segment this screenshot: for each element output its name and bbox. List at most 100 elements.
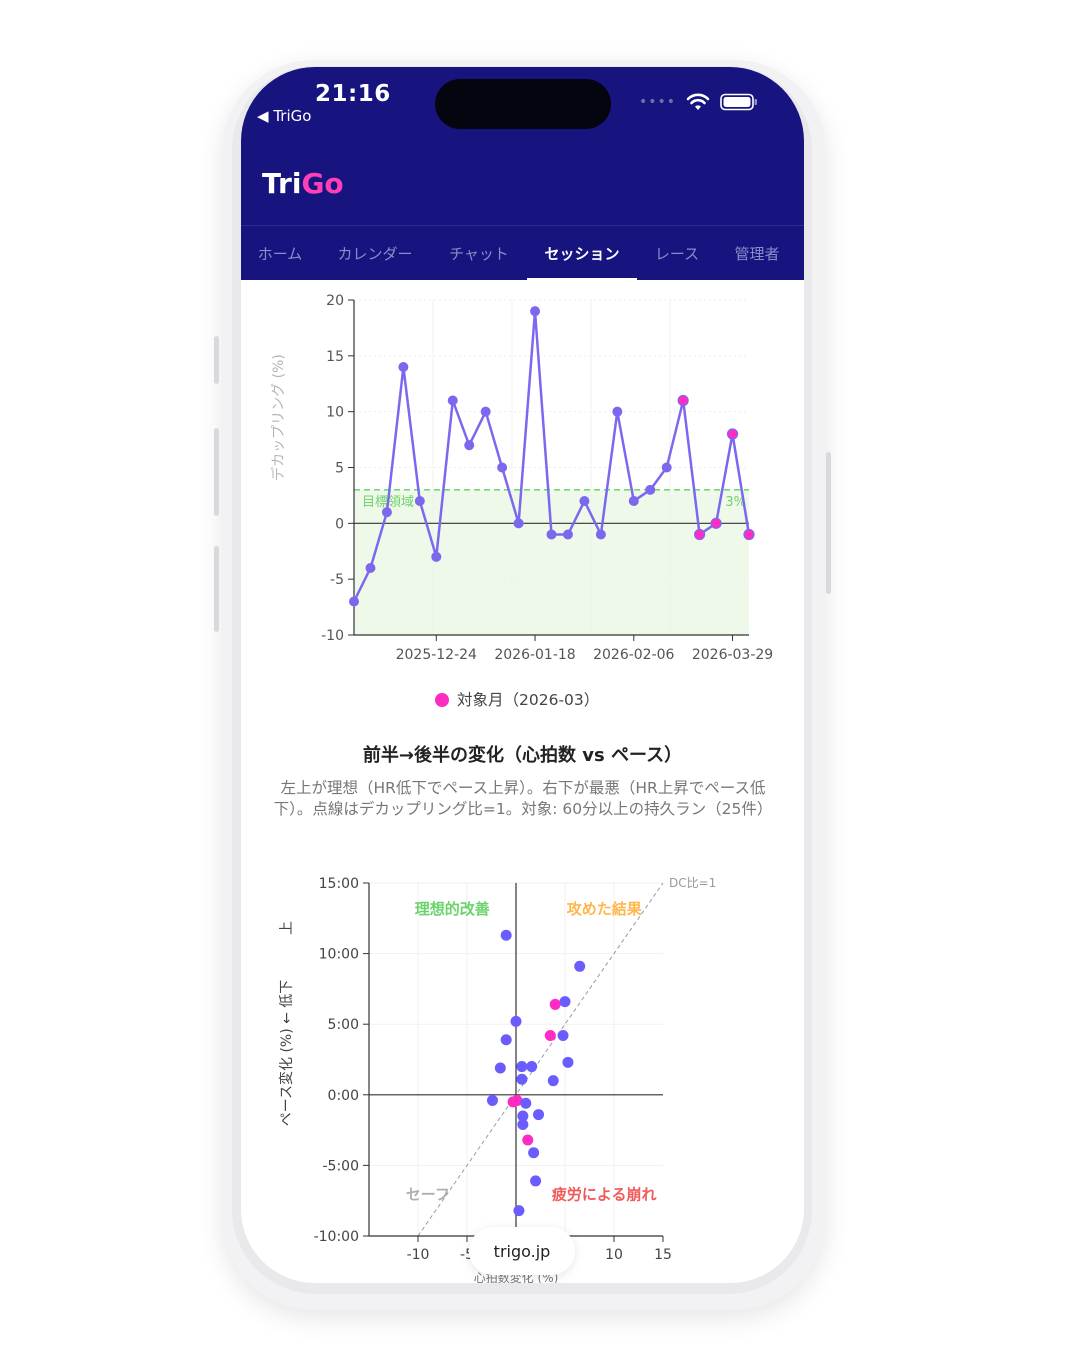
battery-icon (720, 93, 757, 111)
data-point (414, 496, 425, 506)
signal-icon: •••• (638, 94, 676, 110)
tab-label: セッション (544, 245, 620, 263)
scatter-point (562, 1056, 574, 1068)
data-point (546, 529, 557, 540)
data-point (381, 507, 392, 518)
data-point (497, 462, 508, 473)
tab-label: ホーム (257, 245, 303, 263)
scatter-point (530, 1175, 542, 1187)
data-point (661, 462, 672, 473)
x-tick-label: 15 (654, 1247, 672, 1263)
x-tick-label: 2026-01-18 (494, 647, 575, 663)
data-point (398, 362, 409, 372)
x-tick-label: -10 (407, 1247, 430, 1263)
quadrant-label-ideal: 理想的改善 (415, 900, 490, 918)
legend-label: 対象月（2026-03） (457, 691, 599, 709)
scatter-point (486, 1094, 498, 1106)
data-point (464, 440, 475, 451)
tab-label: チャット (449, 245, 509, 263)
tab-home[interactable]: ホーム (241, 226, 319, 281)
data-point (579, 496, 590, 506)
app-header: 21:16 ◀ TriGo •••• TriGo ホーム カレンダー チ (241, 67, 804, 281)
y-tick-label: 10 (326, 405, 344, 421)
y-axis-label: ペース変化 (%) ← 低下 (278, 980, 295, 1127)
dc-ratio-label: DC比=1 (669, 876, 716, 890)
status-time: 21:16 (315, 81, 391, 107)
volume-up-button (214, 428, 219, 516)
quadrant-label-safe: セーフ (406, 1185, 450, 1203)
nav-tabs: ホーム カレンダー チャット セッション レース 管理者 (241, 225, 804, 281)
target-threshold-label: 3% (725, 495, 746, 510)
scatter-point (528, 1147, 540, 1159)
y-tick-label: 15:00 (319, 876, 359, 892)
scatter-point (557, 1029, 569, 1041)
tab-race[interactable]: レース (637, 226, 717, 281)
back-to-app[interactable]: ◀ TriGo (257, 107, 311, 125)
x-tick-label: 10 (605, 1247, 623, 1263)
mute-switch (214, 336, 219, 384)
quadrant-label-fatigue: 疲労による崩れ (552, 1185, 657, 1203)
scatter-point (574, 960, 586, 972)
dc-ratio-line (417, 882, 664, 1237)
scatter-point (516, 1073, 528, 1085)
data-point (513, 518, 524, 529)
data-point (595, 529, 606, 540)
legend-marker (435, 693, 449, 707)
back-app-label: TriGo (273, 107, 312, 125)
url-pill[interactable]: trigo.jp (469, 1227, 575, 1275)
scatter-point (517, 1110, 529, 1122)
power-button (826, 452, 831, 594)
y-tick-label: 5:00 (328, 1017, 359, 1033)
data-point (726, 428, 739, 440)
y-tick-label: -10:00 (314, 1229, 359, 1245)
tab-session[interactable]: セッション (527, 226, 637, 281)
y-axis-label-top: 上 (279, 921, 295, 935)
y-tick-label: 20 (326, 293, 344, 309)
tab-label: 管理者 (734, 245, 780, 263)
tab-label: カレンダー (337, 245, 413, 263)
scatter-point (559, 996, 571, 1008)
back-arrow-icon: ◀ (257, 107, 269, 125)
status-icons: •••• (639, 93, 758, 111)
y-tick-label: 15 (326, 349, 344, 365)
dynamic-island (435, 79, 611, 129)
scatter-point (500, 929, 512, 941)
scatter-point (522, 1134, 534, 1146)
volume-down-button (214, 546, 219, 632)
phone-screen: 21:16 ◀ TriGo •••• TriGo ホーム カレンダー チ (241, 67, 804, 1283)
tab-calendar[interactable]: カレンダー (319, 226, 431, 281)
x-tick-label: 2026-02-06 (593, 647, 674, 663)
scatter-point (500, 1034, 512, 1046)
data-point (562, 529, 573, 540)
x-tick-label: 2026-03-29 (692, 647, 773, 663)
scatter-point (517, 1118, 529, 1130)
brand-logo-go: Go (301, 167, 344, 200)
scatter-point (526, 1061, 538, 1073)
scatter-point (547, 1075, 559, 1087)
scatter-point (511, 1094, 523, 1106)
data-point (694, 528, 706, 541)
brand-logo-tri: Tri (262, 167, 302, 200)
scatter-section-title: 前半→後半の変化（心拍数 vs ペース） (362, 745, 683, 766)
data-point (349, 596, 359, 607)
data-point (365, 563, 376, 573)
scatter-point (544, 1029, 556, 1041)
scatter-point (494, 1062, 506, 1074)
y-tick-label: -10 (321, 628, 344, 644)
data-point (612, 406, 623, 417)
tab-admin[interactable]: 管理者 (717, 226, 797, 281)
tab-label: レース (654, 245, 700, 263)
url-text: trigo.jp (493, 1241, 551, 1261)
scatter-point (516, 1061, 528, 1073)
brand-logo[interactable]: TriGo (262, 167, 344, 200)
data-point (743, 528, 755, 541)
y-tick-label: 0 (335, 516, 344, 532)
y-axis-label: デカップリング (%) (270, 354, 287, 481)
tab-chat[interactable]: チャット (431, 226, 527, 281)
data-point (628, 496, 639, 506)
scatter-point (533, 1109, 545, 1121)
data-point (645, 484, 656, 495)
data-point (530, 306, 541, 317)
